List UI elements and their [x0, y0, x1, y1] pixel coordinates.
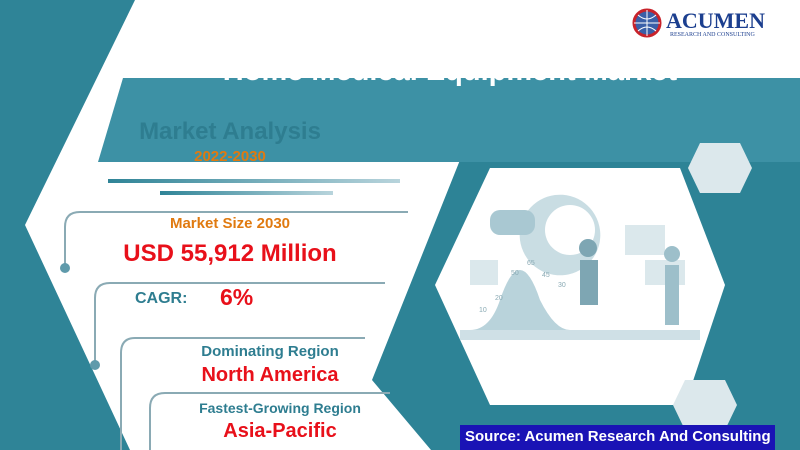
illustration-labels: 10 20 50 65 45 30 [479, 260, 566, 314]
svg-text:30: 30 [558, 282, 566, 289]
small-hexagon [673, 380, 737, 430]
left-teal-shape [0, 0, 135, 450]
analysis-heading: Market Analysis [139, 118, 321, 145]
svg-text:50: 50 [511, 270, 519, 277]
page-title: Home Medical Equipment Market [222, 55, 678, 87]
analytics-illustration [460, 194, 700, 340]
dominating-region-value: North America [201, 364, 339, 386]
divider-line [108, 179, 400, 183]
logo-tagline: RESEARCH AND CONSULTING [670, 32, 755, 38]
source-caption: Source: Acumen Research And Consulting [460, 425, 775, 450]
market-size-label: Market Size 2030 [169, 215, 291, 232]
bracket-lines [64, 211, 408, 450]
svg-text:65: 65 [527, 260, 535, 267]
small-hexagon [688, 143, 752, 193]
svg-text:10: 10 [479, 307, 487, 314]
fastest-region-value: Asia-Pacific [223, 420, 337, 442]
title-banner [98, 78, 800, 162]
cagr-label: CAGR: [135, 290, 188, 307]
bracket-dots [60, 263, 100, 370]
analysis-period: 2022-2030 [194, 148, 266, 165]
globe-icon [632, 8, 662, 38]
cagr-value: 6% [220, 284, 254, 310]
fastest-region-label: Fastest-Growing Region [199, 400, 361, 416]
svg-text:20: 20 [495, 295, 503, 302]
acumen-logo: ACUMEN RESEARCH AND CONSULTING [630, 6, 775, 42]
divider-line [160, 191, 333, 195]
logo-name: ACUMEN [666, 8, 765, 33]
market-size-value: USD 55,912 Million [123, 240, 337, 267]
svg-text:45: 45 [542, 272, 550, 279]
dominating-region-label: Dominating Region [201, 343, 339, 360]
